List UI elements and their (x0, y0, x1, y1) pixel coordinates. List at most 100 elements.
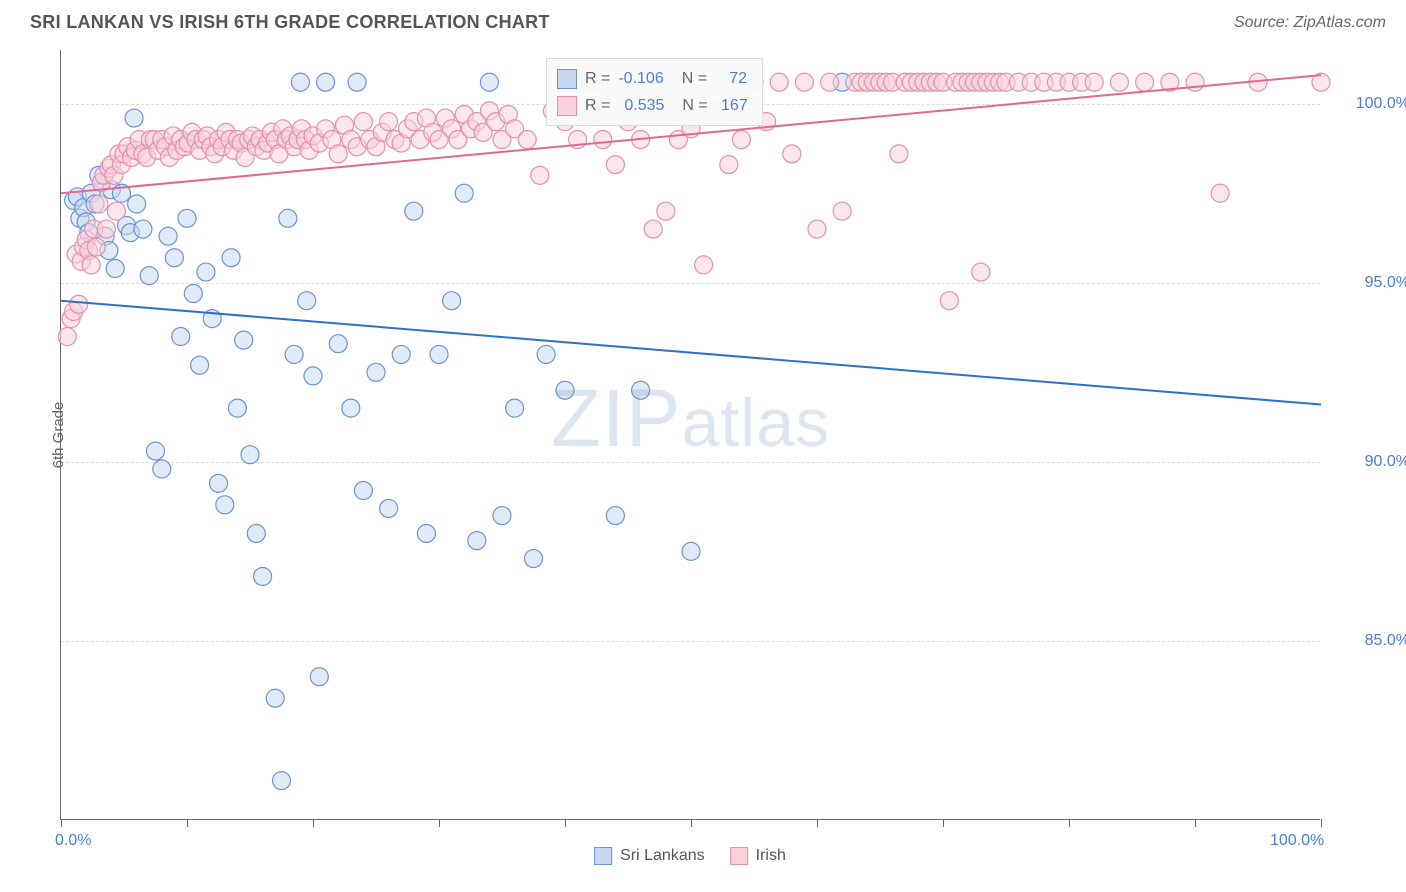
scatter-point (695, 256, 713, 274)
tick-x (61, 819, 62, 827)
scatter-point (70, 295, 88, 313)
tick-x (691, 819, 692, 827)
scatter-point (178, 209, 196, 227)
tick-x (1195, 819, 1196, 827)
scatter-point (417, 524, 435, 542)
scatter-point (380, 499, 398, 517)
chart-header: SRI LANKAN VS IRISH 6TH GRADE CORRELATIO… (0, 0, 1406, 41)
scatter-point (128, 195, 146, 213)
tick-x (1069, 819, 1070, 827)
chart-title: SRI LANKAN VS IRISH 6TH GRADE CORRELATIO… (30, 12, 550, 33)
irish-swatch-icon (557, 96, 577, 116)
scatter-point (531, 166, 549, 184)
scatter-point (329, 145, 347, 163)
scatter-point (266, 689, 284, 707)
scatter-point (972, 263, 990, 281)
scatter-point (291, 73, 309, 91)
scatter-point (134, 220, 152, 238)
scatter-point (594, 131, 612, 149)
scatter-point (125, 109, 143, 127)
n-value-irish: 167 (716, 92, 748, 119)
r-row-sri: R = -0.106 N = 72 (557, 65, 748, 92)
scatter-point (890, 145, 908, 163)
tick-x (187, 819, 188, 827)
scatter-point (273, 772, 291, 790)
scatter-point (310, 668, 328, 686)
scatter-point (235, 331, 253, 349)
trend-line (61, 301, 1321, 405)
scatter-point (1211, 184, 1229, 202)
scatter-point (107, 202, 125, 220)
scatter-point (354, 482, 372, 500)
scatter-point (606, 156, 624, 174)
scatter-point (405, 202, 423, 220)
r-label: R = (585, 92, 610, 119)
scatter-point (147, 442, 165, 460)
legend-bottom: Sri Lankans Irish (594, 847, 786, 865)
x-tick-label: 0.0% (55, 832, 91, 850)
r-row-irish: R = 0.535 N = 167 (557, 92, 748, 119)
sri-swatch-icon (557, 69, 577, 89)
scatter-point (795, 73, 813, 91)
scatter-point (380, 113, 398, 131)
scatter-point (172, 328, 190, 346)
scatter-point (228, 399, 246, 417)
scatter-point (191, 356, 209, 374)
scatter-point (720, 156, 738, 174)
scatter-point (506, 399, 524, 417)
scatter-point (348, 73, 366, 91)
scatter-point (197, 263, 215, 281)
scatter-point (210, 474, 228, 492)
chart-source: Source: ZipAtlas.com (1234, 14, 1386, 32)
y-tick-label: 95.0% (1365, 274, 1406, 292)
scatter-point (644, 220, 662, 238)
scatter-point (354, 113, 372, 131)
r-label: R = (585, 65, 610, 92)
scatter-point (493, 507, 511, 525)
scatter-point (821, 73, 839, 91)
scatter-point (140, 267, 158, 285)
scatter-point (58, 328, 76, 346)
scatter-point (770, 73, 788, 91)
scatter-point (556, 381, 574, 399)
tick-x (1321, 819, 1322, 827)
scatter-point (1110, 73, 1128, 91)
legend-label-irish: Irish (756, 847, 786, 865)
scatter-point (342, 399, 360, 417)
n-label: N = (682, 92, 707, 119)
scatter-point (783, 145, 801, 163)
n-label: N = (682, 65, 707, 92)
plot-container: ZIPatlas R = -0.106 N = 72 R = 0.535 N =… (60, 50, 1320, 820)
scatter-point (159, 227, 177, 245)
scatter-point (392, 345, 410, 363)
scatter-point (1136, 73, 1154, 91)
scatter-point (1186, 73, 1204, 91)
scatter-point (82, 256, 100, 274)
scatter-point (153, 460, 171, 478)
sri-swatch-icon (594, 847, 612, 865)
legend-label-sri: Sri Lankans (620, 847, 705, 865)
y-tick-label: 85.0% (1365, 632, 1406, 650)
scatter-point (682, 542, 700, 560)
y-tick-label: 90.0% (1365, 453, 1406, 471)
scatter-point (606, 507, 624, 525)
scatter-point (285, 345, 303, 363)
scatter-point (222, 249, 240, 267)
tick-x (313, 819, 314, 827)
scatter-point (106, 259, 124, 277)
n-value-sri: 72 (715, 65, 747, 92)
scatter-point (1085, 73, 1103, 91)
scatter-point (443, 292, 461, 310)
r-value-irish: 0.535 (624, 92, 664, 119)
scatter-point (632, 381, 650, 399)
scatter-point (298, 292, 316, 310)
scatter-point (317, 73, 335, 91)
scatter-point (657, 202, 675, 220)
scatter-point (279, 209, 297, 227)
scatter-point (525, 550, 543, 568)
y-axis-title: 6th Grade (50, 402, 67, 469)
scatter-point (87, 238, 105, 256)
scatter-point (468, 532, 486, 550)
y-tick-label: 100.0% (1356, 95, 1406, 113)
scatter-point (480, 73, 498, 91)
